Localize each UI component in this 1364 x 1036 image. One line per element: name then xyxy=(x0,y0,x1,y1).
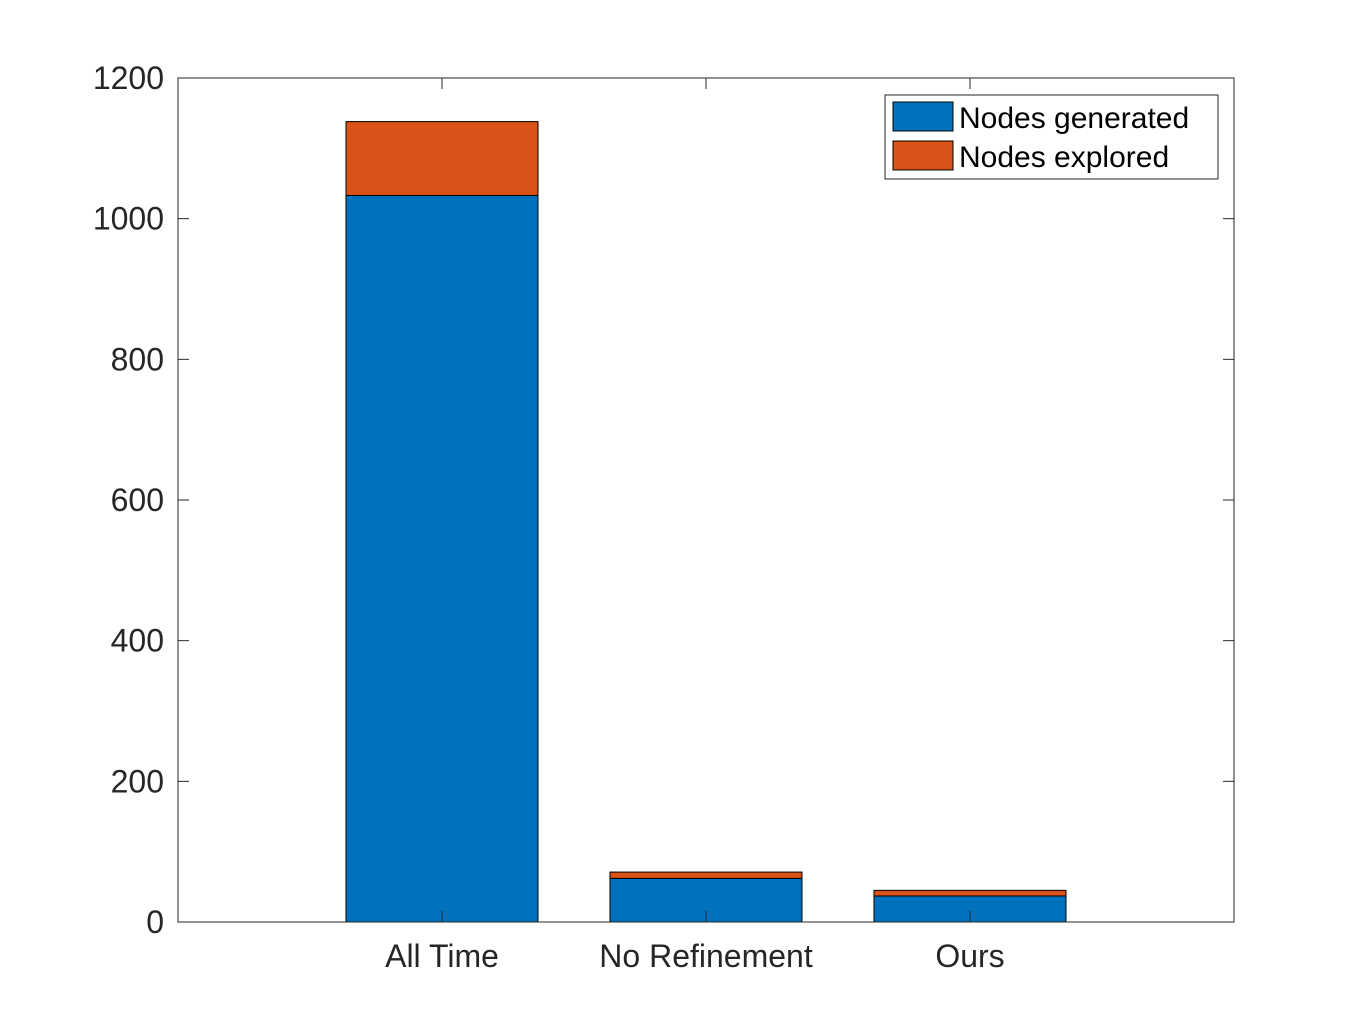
bar-segment-all-time-nodes-explored xyxy=(345,121,539,196)
y-tick-label: 800 xyxy=(111,341,164,377)
y-tick-label: 400 xyxy=(111,623,164,659)
x-tick-label: No Refinement xyxy=(599,938,813,974)
bar-segment-ours-nodes-explored xyxy=(873,889,1067,897)
legend-label: Nodes generated xyxy=(959,102,1189,135)
x-tick-label: Ours xyxy=(935,938,1004,974)
y-tick-label: 1000 xyxy=(93,201,164,237)
y-tick-label: 0 xyxy=(146,904,164,940)
legend-swatch xyxy=(892,101,954,132)
legend-items: Nodes generated Nodes explored xyxy=(892,101,1189,174)
bar-segment-all-time-nodes-generated xyxy=(345,194,539,923)
y-tick-label: 200 xyxy=(111,763,164,799)
bars-group xyxy=(345,121,1067,923)
bar-segment-no-refinement-nodes-explored xyxy=(609,871,803,879)
y-tick-labels: 0 200 400 600 800 1000 1200 xyxy=(93,60,164,940)
axes-box xyxy=(177,77,1235,923)
ticks-group xyxy=(178,77,1234,923)
legend-swatch xyxy=(892,140,954,171)
y-tick-label: 1200 xyxy=(93,60,164,96)
y-tick-label: 600 xyxy=(111,482,164,518)
x-tick-label: All Time xyxy=(385,938,499,974)
legend: Nodes generated Nodes explored xyxy=(884,94,1219,180)
legend-label: Nodes explored xyxy=(959,141,1169,174)
x-tick-labels: All Time No Refinement Ours xyxy=(385,938,1005,974)
